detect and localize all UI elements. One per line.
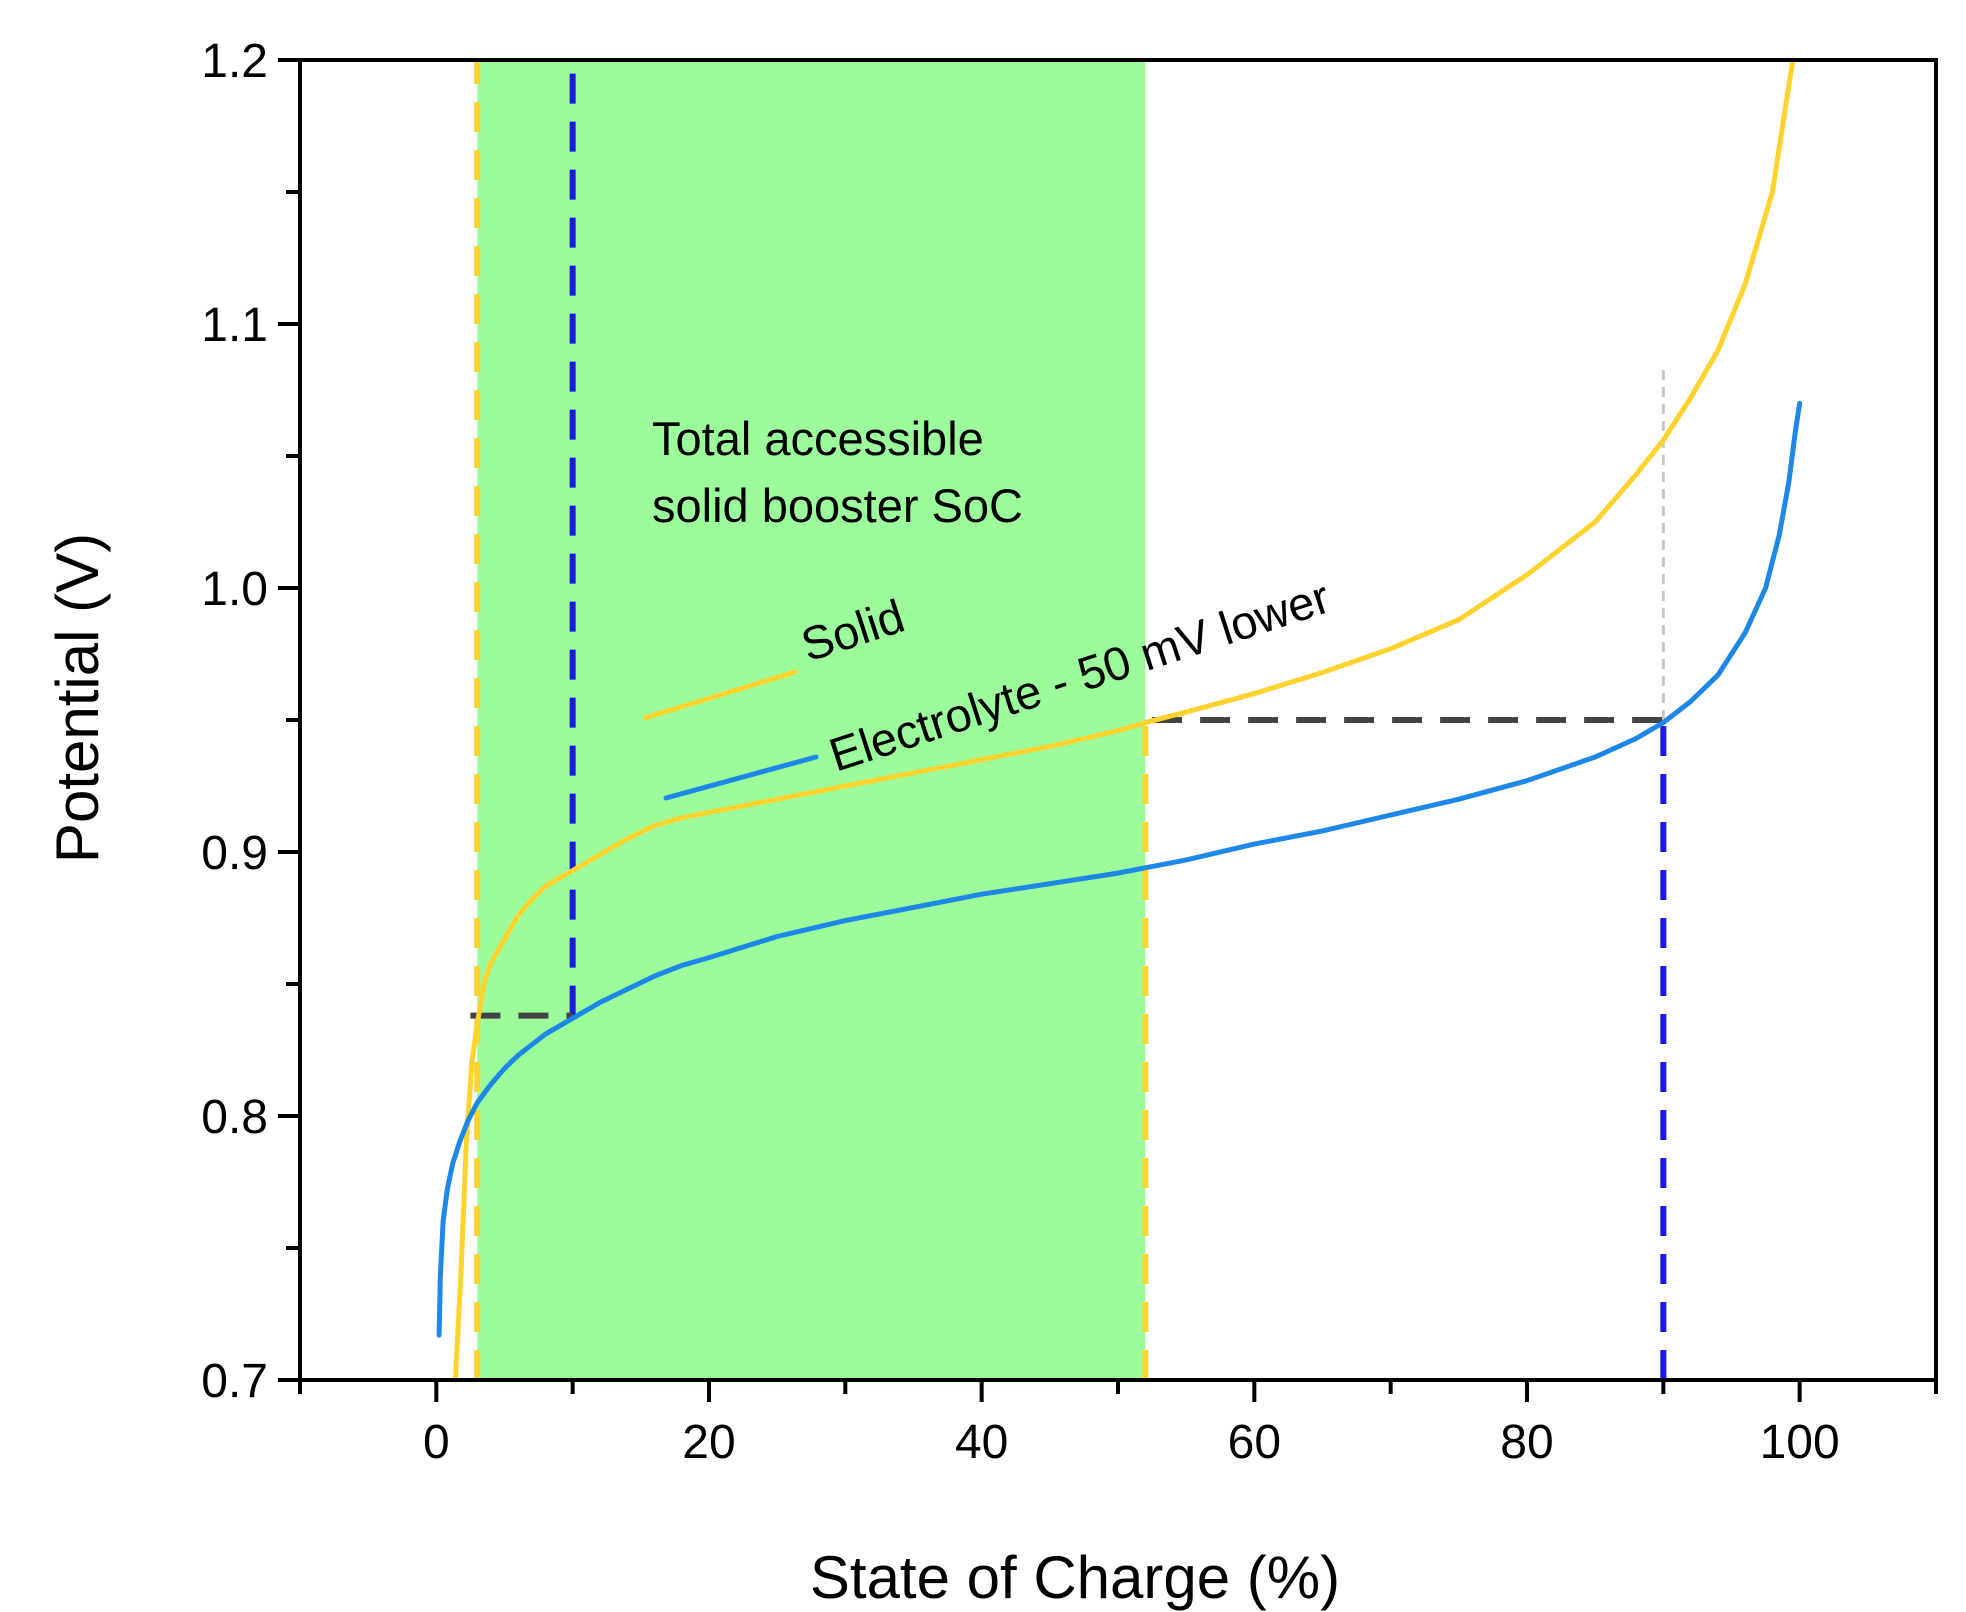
reference-lines-layer [470, 60, 1667, 1380]
legend-swatch-solid [642, 669, 798, 721]
x-tick-label-0: 0 [423, 1416, 450, 1469]
y-tick-label-4: 1.1 [201, 299, 268, 352]
x-axis-title: State of Charge (%) [810, 1544, 1340, 1611]
x-tick-label-20: 20 [682, 1416, 735, 1469]
x-tick-label-100: 100 [1760, 1416, 1840, 1469]
series-layer [436, 57, 1803, 1383]
axes-layer: 0 20 40 60 80 100 0.7 0.8 0.9 1.0 1.1 1.2 [201, 35, 1938, 1469]
series-line-electrolyte [436, 400, 1803, 1338]
y-tick-label-3: 1.0 [201, 563, 268, 616]
y-tick-label-2: 0.9 [201, 827, 268, 880]
shade-label-line2: solid booster SoC [652, 479, 1023, 532]
legend-layer [642, 669, 819, 801]
y-tick-label-5: 1.2 [201, 35, 268, 88]
x-tick-label-60: 60 [1228, 1416, 1281, 1469]
shade-label-line1: Total accessible [652, 412, 984, 465]
series-line-solid [452, 57, 1796, 1383]
x-tick-label-80: 80 [1500, 1416, 1553, 1469]
y-axis-title: Potential (V) [44, 533, 111, 863]
shaded-region [477, 60, 1146, 1380]
x-tick-label-40: 40 [955, 1416, 1008, 1469]
legend-swatch-electrolyte [663, 754, 819, 801]
y-tick-label-0: 0.7 [201, 1355, 268, 1408]
shaded-region-layer [477, 60, 1146, 1380]
y-tick-label-1: 0.8 [201, 1091, 268, 1144]
